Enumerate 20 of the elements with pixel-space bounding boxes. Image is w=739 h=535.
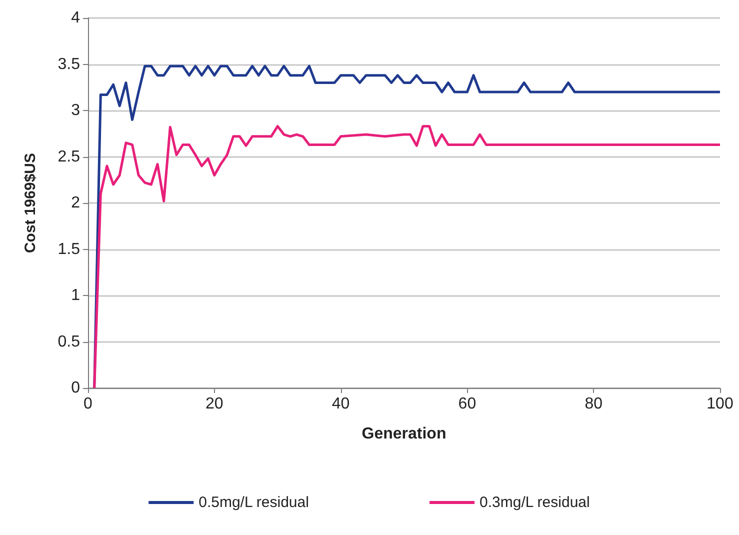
y-tick-label: 1	[71, 287, 80, 304]
x-tick-label: 80	[584, 396, 603, 412]
y-tick-label: 2.5	[58, 148, 80, 166]
y-tick-label: 0	[71, 380, 80, 396]
x-axis-title: Generation	[362, 426, 446, 442]
y-tick-label: 3	[71, 102, 80, 119]
line-series	[93, 124, 722, 390]
x-tick-label: 0	[84, 396, 93, 412]
x-tick-label: 20	[206, 396, 224, 412]
y-tick-label: 3.5	[58, 56, 80, 73]
y-tick-label: 0.5	[58, 333, 80, 350]
y-axis-title: Cost 1969$US	[22, 152, 39, 254]
x-tick-label: 100	[706, 396, 734, 412]
legend-label: 0.3mg/L residual	[480, 494, 590, 511]
y-tick-label: 4	[71, 10, 80, 26]
y-tick-label: 1.5	[58, 240, 80, 258]
x-tick-label: 60	[458, 396, 476, 412]
legend-label: 0.5mg/L residual	[198, 494, 309, 511]
y-tick-label: 2	[71, 194, 80, 212]
x-tick-label: 40	[332, 396, 350, 412]
